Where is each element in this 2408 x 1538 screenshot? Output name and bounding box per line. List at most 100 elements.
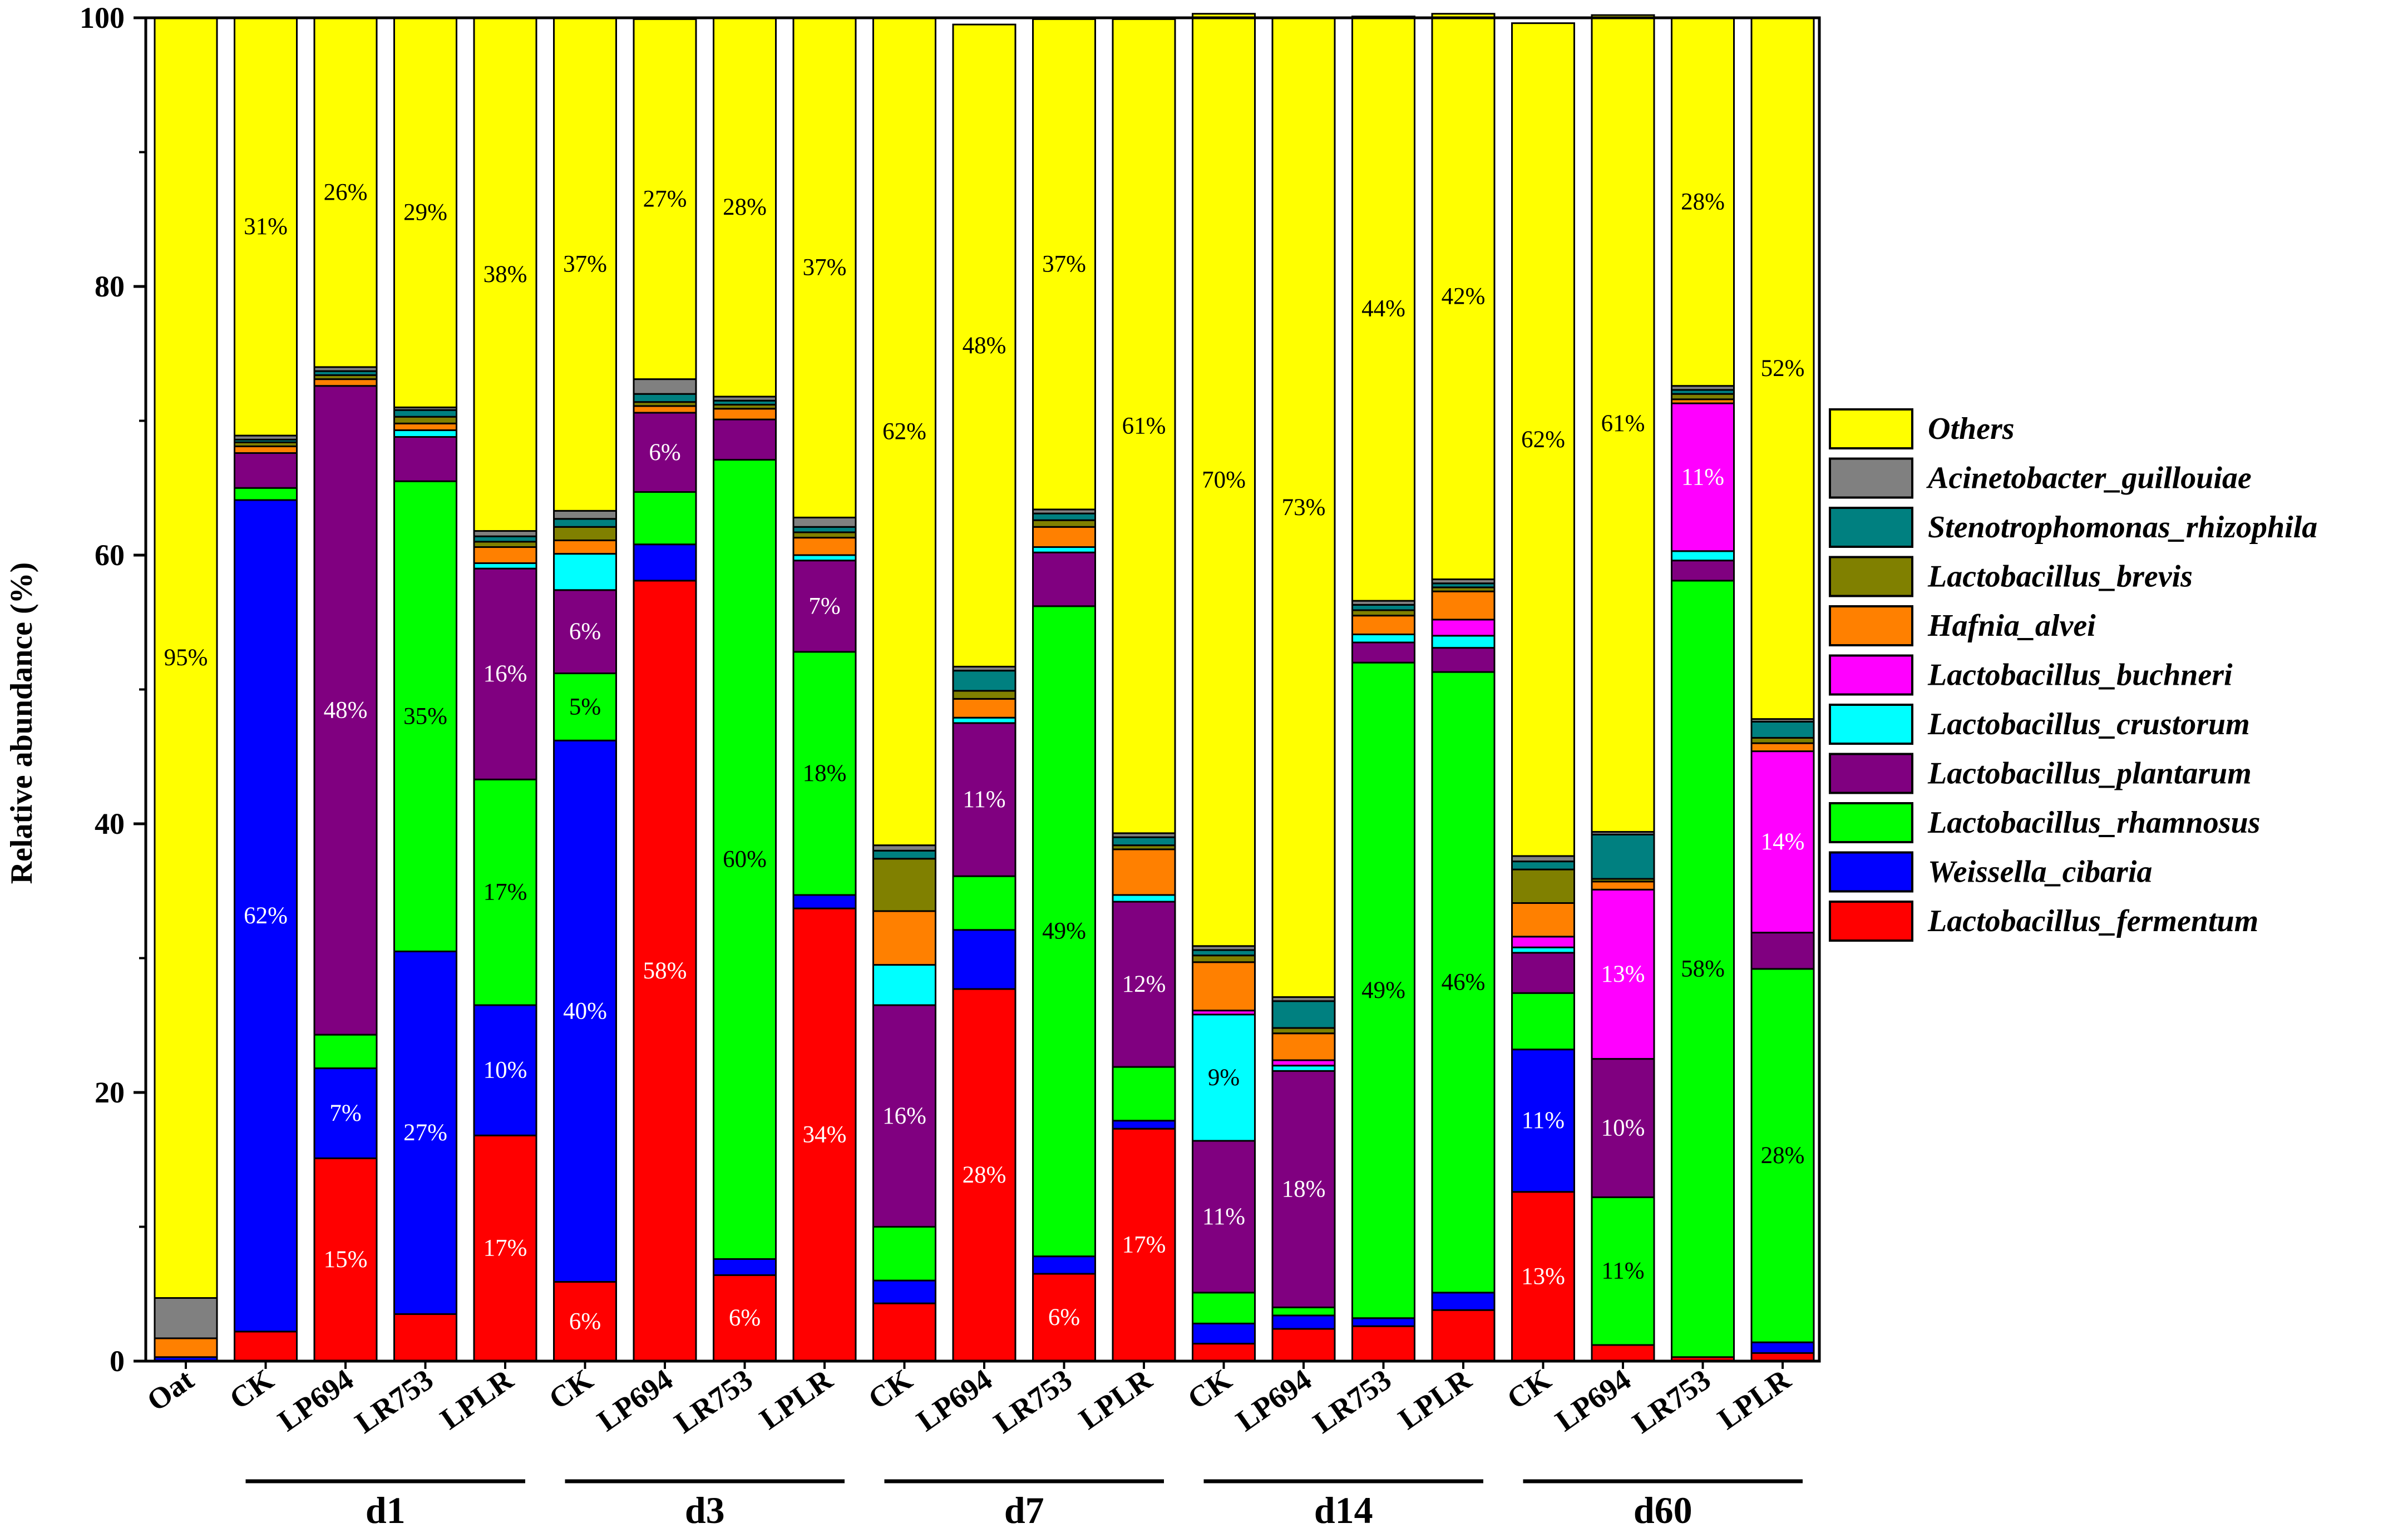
bar-segment-lactobacillus-fermentum-1 [234,1331,298,1362]
data-label-11-others: 37% [1042,251,1086,278]
data-label-4-lactobacillus-rhamnosus: 17% [483,879,527,906]
data-label-13-lactobacillus-plantarum: 11% [1202,1204,1245,1230]
bar-segment-lactobacillus-rhamnosus-16 [1431,671,1496,1294]
bar-segment-acinetobacter-guillouiae-8 [792,516,857,528]
bar-segment-lactobacillus-rhamnosus-2 [313,1033,378,1070]
data-label-4-lactobacillus-fermentum: 17% [483,1235,527,1262]
group-label-d3: d3 [685,1489,725,1531]
data-label-18-lactobacillus-buchneri: 13% [1601,961,1645,987]
bar-segment-lactobacillus-rhamnosus-18 [1591,1196,1655,1346]
bar-segment-lactobacillus-crustorum-9 [872,964,936,1006]
bar-segment-lactobacillus-crustorum-15 [1351,633,1415,644]
data-label-2-lactobacillus-fermentum: 15% [324,1247,368,1273]
bar-segment-hafnia-alvei-5 [553,539,617,555]
bar-segment-lactobacillus-fermentum-9 [872,1302,936,1362]
bar-segment-hafnia-alvei-13 [1192,961,1256,1012]
x-category-label-15: LR753 [1307,1363,1397,1440]
bar-segment-weissella-cibaria-2 [313,1067,378,1159]
bar-segment-stenotrophomonas-rhizophila-10 [952,670,1017,692]
bar-segment-hafnia-alvei-20 [1750,742,1815,753]
bar-segment-lactobacillus-rhamnosus-10 [952,875,1017,931]
bar-segment-lactobacillus-crustorum-5 [553,553,617,591]
bar-segment-lactobacillus-rhamnosus-11 [1032,605,1096,1258]
data-label-6-lactobacillus-fermentum: 58% [643,958,687,984]
bar-segment-stenotrophomonas-rhizophila-9 [872,849,936,860]
bar-segment-weissella-cibaria-12 [1112,1120,1176,1130]
x-category-label-10: LP694 [911,1363,998,1438]
data-label-19-lactobacillus-buchneri: 11% [1681,464,1724,490]
bar-segment-lactobacillus-brevis-17 [1511,868,1575,904]
x-category-label-20: LPLR [1711,1362,1797,1436]
bar-segment-lactobacillus-plantarum-8 [792,560,857,653]
x-category-label-4: LPLR [434,1362,519,1436]
data-labels-layer: 95% 62% 31% 15% 7% 48% 26% 27% 35% 29% 17% 10% 17% 16… [164,179,1805,1334]
x-category-label-12: LPLR [1073,1362,1158,1436]
data-label-13-others: 70% [1202,467,1246,493]
legend-swatch-lactobacillus-crustorum [1829,704,1913,745]
y-tick-label-80: 80 [95,270,125,303]
y-axis-label: Relative abundance (%) [4,562,39,884]
data-label-2-weissella-cibaria: 7% [329,1100,361,1126]
bar-segment-others-14 [1271,17,1336,998]
data-label-0-others: 95% [164,645,208,671]
bar-segment-lactobacillus-plantarum-1 [234,452,298,489]
data-label-17-weissella-cibaria: 11% [1522,1107,1565,1134]
data-label-12-others: 61% [1122,413,1166,439]
bar-segment-hafnia-alvei-15 [1351,615,1415,635]
bar-segment-weissella-cibaria-13 [1192,1322,1256,1345]
bar-segment-weissella-cibaria-11 [1032,1255,1096,1275]
data-label-5-lactobacillus-rhamnosus: 5% [569,694,601,720]
bar-segment-hafnia-alvei-7 [713,408,777,421]
bar-segment-lactobacillus-rhamnosus-6 [633,491,697,546]
bar-segment-others-18 [1591,14,1655,833]
bar-segment-lactobacillus-plantarum-7 [713,418,777,461]
bar-segment-lactobacillus-fermentum-4 [473,1134,537,1362]
bar-segment-weissella-cibaria-6 [633,543,697,582]
bar-segment-lactobacillus-fermentum-5 [553,1281,617,1362]
legend-swatch-stenotrophomonas-rhizophila [1829,507,1913,548]
data-label-19-others: 28% [1681,189,1725,215]
bar-segment-stenotrophomonas-rhizophila-14 [1271,1000,1336,1029]
bar-segment-weissella-cibaria-10 [952,929,1017,990]
legend-swatch-lactobacillus-buchneri [1829,654,1913,696]
bar-segment-lactobacillus-crustorum-16 [1431,635,1496,649]
y-tick-label-20: 20 [95,1076,125,1109]
bar-segment-stenotrophomonas-rhizophila-11 [1032,512,1096,521]
bar-segment-weissella-cibaria-4 [473,1004,537,1136]
bar-segment-lactobacillus-fermentum-8 [792,907,857,1362]
bar-segment-lactobacillus-fermentum-18 [1591,1344,1655,1362]
data-label-7-lactobacillus-fermentum: 6% [729,1305,761,1331]
data-label-2-lactobacillus-plantarum: 48% [324,697,368,723]
bar-segment-lactobacillus-fermentum-12 [1112,1127,1176,1362]
bar-segment-others-17 [1511,22,1575,857]
legend-label-lactobacillus-buchneri: Lactobacillus_buchneri [1927,658,2233,693]
x-category-label-6: LP694 [591,1363,679,1438]
data-label-16-others: 42% [1442,284,1486,310]
data-label-18-lactobacillus-plantarum: 10% [1601,1115,1645,1141]
bar-segment-stenotrophomonas-rhizophila-20 [1750,720,1815,739]
bar-segment-lactobacillus-rhamnosus-19 [1671,580,1735,1358]
bar-segment-lactobacillus-fermentum-14 [1271,1328,1336,1362]
x-category-label-11: LR753 [988,1363,1078,1440]
bar-segment-others-19 [1671,17,1735,387]
bar-segment-lactobacillus-rhamnosus-20 [1750,968,1815,1343]
bar-segment-lactobacillus-fermentum-3 [393,1313,457,1362]
x-category-label-0: Oat [141,1363,200,1418]
bar-segment-hafnia-alvei-6 [633,405,697,414]
bar-segment-lactobacillus-fermentum-7 [713,1274,777,1362]
bar-segment-others-15 [1351,16,1415,602]
bar-segment-lactobacillus-plantarum-4 [473,567,537,780]
bar-segment-lactobacillus-plantarum-10 [952,722,1017,877]
legend-label-acinetobacter-guillouiae: Acinetobacter_guillouiae [1926,461,2252,496]
data-label-18-others: 61% [1601,411,1645,437]
bar-segment-lactobacillus-brevis-13 [1192,955,1256,963]
legend-label-weissella-cibaria: Weissella_cibaria [1928,855,2152,889]
bar-segment-weissella-cibaria-16 [1431,1292,1496,1311]
bar-segment-lactobacillus-rhamnosus-3 [393,480,457,952]
legend-label-lactobacillus-rhamnosus: Lactobacillus_rhamnosus [1927,805,2260,840]
data-label-1-weissella-cibaria: 62% [244,903,288,929]
data-label-4-others: 38% [483,261,527,288]
group-label-d14: d14 [1314,1489,1373,1531]
bar-segment-lactobacillus-plantarum-20 [1750,932,1815,970]
